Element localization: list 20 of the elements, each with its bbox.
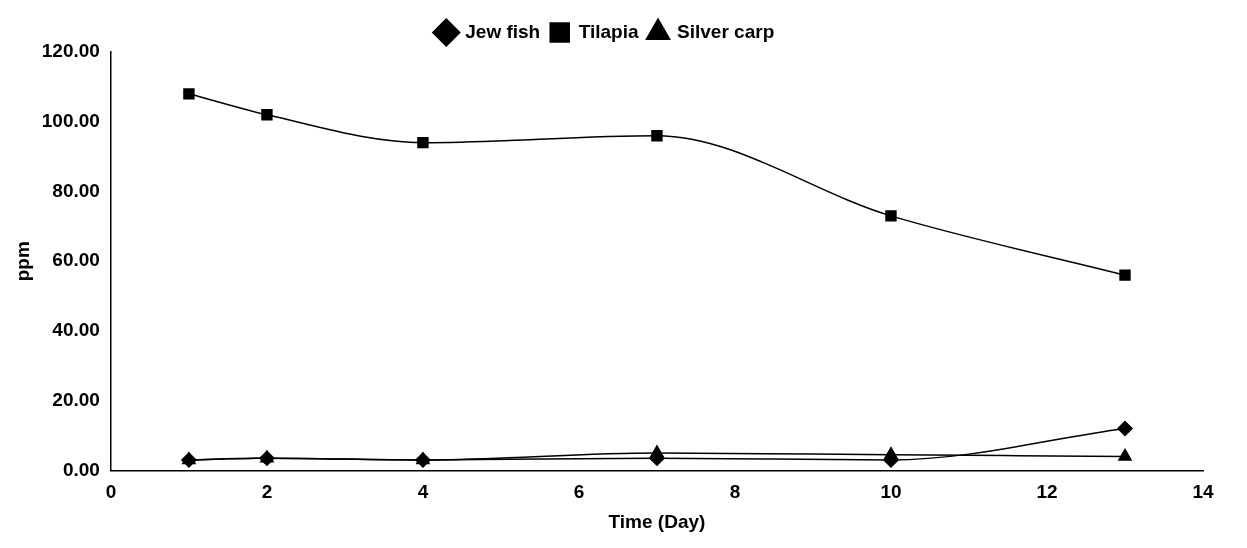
x-tick-label: 6 <box>573 481 585 503</box>
y-tick-label: 60.00 <box>52 249 100 271</box>
legend-label: Silver carp <box>677 20 775 42</box>
y-tick-label: 100.00 <box>41 109 100 131</box>
x-axis-title: Time (Day) <box>608 510 706 532</box>
x-tick-label: 14 <box>1192 481 1214 503</box>
y-tick-label: 40.00 <box>52 319 100 341</box>
y-axis-title: ppm <box>11 241 33 282</box>
y-tick-label: 0.00 <box>62 458 100 480</box>
x-tick-label: 4 <box>417 481 429 503</box>
y-tick-label: 120.00 <box>41 40 100 62</box>
y-tick-label: 80.00 <box>52 179 100 201</box>
x-tick-label: 10 <box>880 481 902 503</box>
x-tick-label: 8 <box>729 481 741 503</box>
x-tick-label: 0 <box>105 481 117 503</box>
x-tick-label: 12 <box>1036 481 1058 503</box>
legend-label: Jew fish <box>465 20 541 42</box>
x-tick-label: 2 <box>261 481 273 503</box>
y-tick-label: 20.00 <box>52 388 100 410</box>
legend-label: Tilapia <box>578 20 639 42</box>
